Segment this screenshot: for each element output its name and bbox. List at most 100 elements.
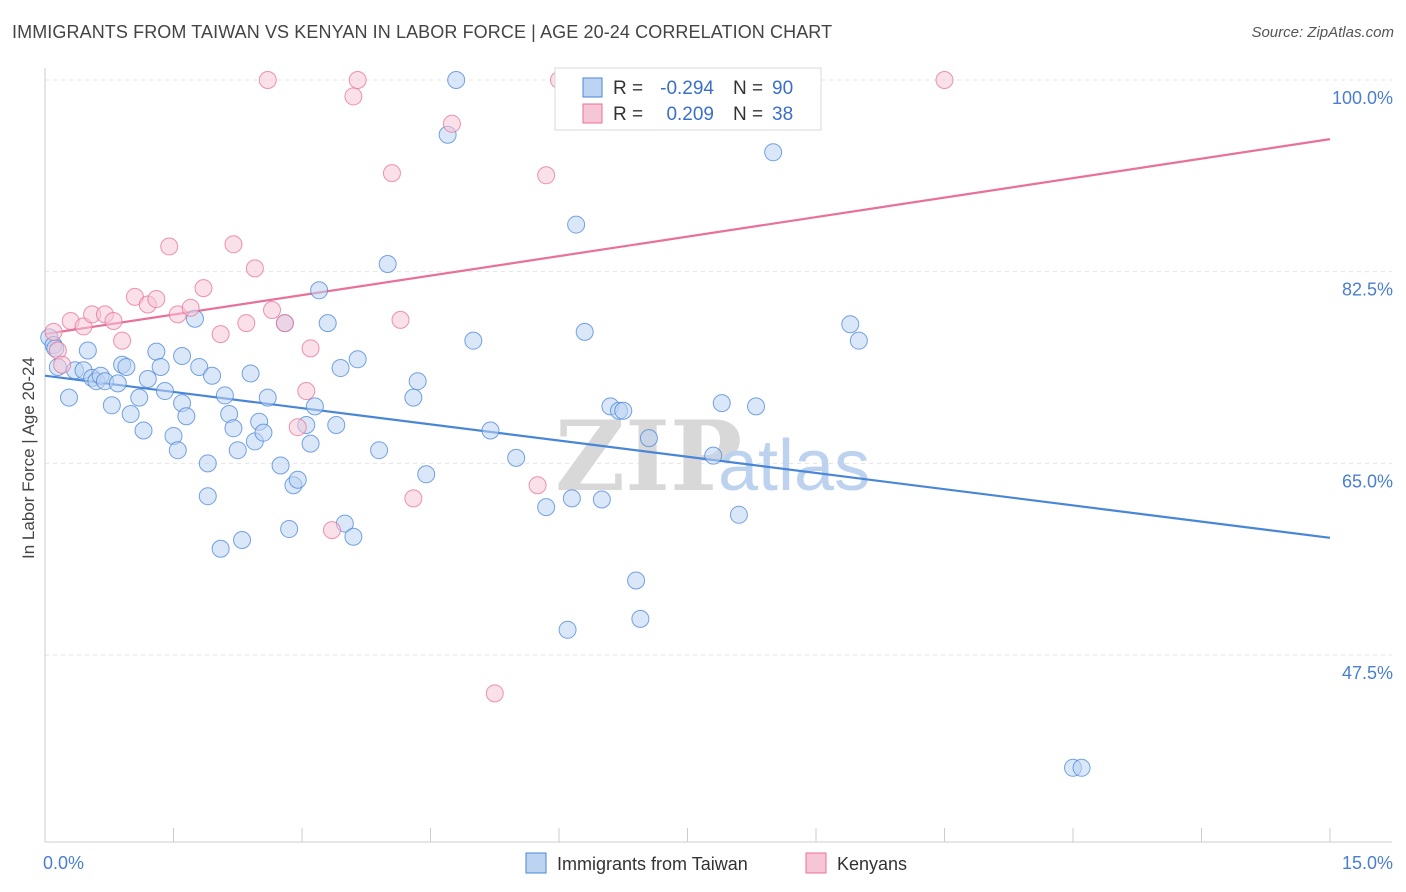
point-taiwan-59 (370, 441, 389, 460)
point-kenyans-20 (258, 71, 277, 89)
y-tick-label-1: 65.0% (1342, 471, 1393, 491)
point-taiwan-29 (190, 357, 209, 376)
point-taiwan-71 (562, 489, 581, 508)
point-taiwan-69 (537, 498, 556, 517)
point-taiwan-12 (102, 396, 121, 415)
point-taiwan-86 (841, 315, 860, 334)
point-taiwan-52 (310, 281, 329, 300)
point-kenyans-31 (404, 489, 423, 508)
point-taiwan-74 (592, 490, 611, 509)
point-kenyans-35 (537, 166, 556, 185)
point-taiwan-81 (704, 446, 723, 465)
legend-n-value-2: 38 (772, 104, 793, 125)
trend-lines (44, 138, 1331, 539)
point-kenyans-15 (194, 279, 213, 298)
point-taiwan-16 (121, 405, 140, 424)
point-kenyans-30 (391, 310, 410, 329)
point-kenyans-37 (935, 71, 954, 89)
point-taiwan-39 (241, 364, 260, 383)
point-kenyans-7 (104, 311, 123, 330)
legend-r-value-2: 0.209 (666, 104, 714, 125)
point-kenyans-16 (211, 325, 230, 344)
point-kenyans-19 (245, 259, 264, 278)
point-taiwan-42 (254, 423, 273, 442)
point-taiwan-53 (318, 314, 337, 333)
point-taiwan-72 (567, 215, 586, 234)
point-taiwan-7 (78, 341, 97, 360)
point-taiwan-80 (639, 429, 658, 448)
point-taiwan-31 (198, 487, 217, 506)
y-tick-label-3: 100.0% (1332, 88, 1393, 108)
legend-box: R = -0.294 N = 90 R = 0.209 N = 38 (554, 67, 822, 131)
point-kenyans-23 (288, 418, 307, 437)
point-taiwan-89 (1072, 758, 1091, 777)
point-taiwan-32 (203, 366, 222, 385)
bottom-legend-swatch-kenyans (805, 852, 827, 874)
point-taiwan-54 (327, 416, 346, 434)
point-taiwan-20 (147, 342, 166, 361)
point-taiwan-34 (215, 386, 234, 405)
point-taiwan-82 (712, 394, 731, 413)
point-taiwan-66 (464, 331, 483, 350)
point-kenyans-21 (263, 301, 282, 319)
point-taiwan-48 (288, 470, 307, 489)
trend-line-0 (44, 374, 1331, 539)
point-taiwan-13 (108, 374, 127, 393)
point-taiwan-26 (173, 347, 192, 365)
point-kenyans-12 (160, 237, 179, 256)
point-taiwan-43 (258, 388, 277, 407)
point-taiwan-62 (408, 372, 427, 391)
point-kenyans-22 (275, 314, 294, 333)
point-taiwan-61 (404, 388, 423, 407)
point-kenyans-28 (348, 71, 367, 89)
legend-r-value-1: -0.294 (660, 78, 714, 99)
x-tick-label-1: 15.0% (1342, 853, 1393, 873)
point-kenyans-29 (382, 164, 401, 183)
point-kenyans-8 (113, 331, 132, 350)
legend-r-label-2: R = (613, 104, 643, 125)
point-kenyans-34 (528, 476, 547, 495)
bottom-legend-taiwan: Immigrants from Taiwan (557, 854, 748, 874)
point-kenyans-17 (224, 235, 243, 254)
legend-swatch-taiwan (582, 77, 603, 98)
point-kenyans-11 (147, 290, 166, 309)
point-taiwan-68 (507, 448, 526, 467)
point-taiwan-15 (117, 357, 136, 376)
point-kenyans-18 (237, 314, 256, 333)
point-kenyans-33 (485, 684, 504, 703)
point-taiwan-85 (764, 143, 783, 162)
point-kenyans-27 (344, 87, 363, 106)
trend-line-1 (44, 138, 1331, 336)
legend-n-value-1: 90 (772, 78, 793, 99)
point-taiwan-33 (211, 539, 230, 558)
point-taiwan-17 (130, 388, 149, 407)
legend-r-label-1: R = (613, 78, 643, 99)
point-taiwan-50 (301, 434, 320, 453)
bottom-legend: Immigrants from Taiwan Kenyans (525, 852, 907, 874)
bottom-legend-kenyans: Kenyans (837, 854, 907, 874)
point-taiwan-22 (155, 382, 174, 401)
point-taiwan-55 (331, 359, 350, 378)
point-taiwan-36 (224, 419, 243, 438)
axes (44, 68, 1392, 843)
x-tick-label-0: 0.0% (43, 853, 84, 873)
point-taiwan-51 (305, 397, 324, 416)
point-kenyans-32 (442, 114, 461, 133)
point-taiwan-24 (168, 441, 187, 460)
watermark-atlas: atlas (718, 426, 870, 506)
point-kenyans-24 (297, 382, 316, 401)
legend-n-label-1: N = (733, 78, 763, 99)
point-taiwan-21 (151, 357, 170, 376)
point-taiwan-58 (348, 350, 367, 369)
x-tick-labels: 0.0% 15.0% (43, 853, 1393, 873)
chart-title: IMMIGRANTS FROM TAIWAN VS KENYAN IN LABO… (12, 22, 833, 42)
point-kenyans-0 (44, 322, 63, 341)
data-points (40, 71, 1091, 777)
point-taiwan-84 (747, 397, 766, 416)
point-taiwan-65 (447, 71, 466, 89)
point-taiwan-78 (627, 571, 646, 590)
y-tick-label-2: 82.5% (1342, 280, 1393, 300)
point-taiwan-79 (631, 609, 650, 628)
point-kenyans-25 (301, 339, 320, 358)
